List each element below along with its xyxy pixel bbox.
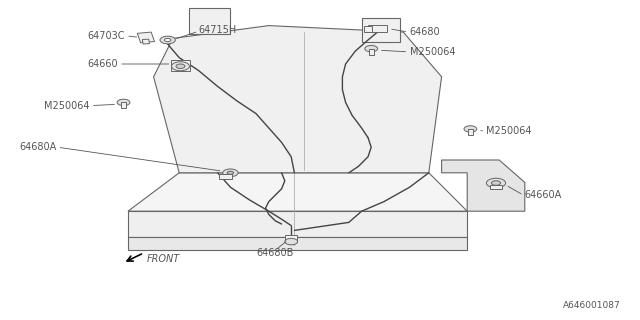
Polygon shape — [154, 26, 442, 173]
Circle shape — [223, 169, 238, 177]
Polygon shape — [369, 49, 374, 55]
Text: M250064: M250064 — [44, 100, 90, 111]
Polygon shape — [364, 26, 372, 32]
Circle shape — [227, 171, 234, 174]
Circle shape — [492, 181, 500, 185]
Polygon shape — [128, 173, 467, 211]
Polygon shape — [368, 25, 387, 32]
Polygon shape — [138, 32, 154, 43]
Text: 64660A: 64660A — [525, 190, 562, 200]
Polygon shape — [442, 160, 525, 211]
Polygon shape — [171, 60, 190, 71]
Circle shape — [464, 126, 477, 132]
Text: 64715H: 64715H — [198, 25, 237, 36]
Text: A646001087: A646001087 — [563, 301, 621, 310]
Text: 64680: 64680 — [410, 27, 440, 37]
Circle shape — [486, 178, 506, 188]
Polygon shape — [285, 235, 297, 242]
Text: FRONT: FRONT — [147, 253, 180, 264]
Circle shape — [164, 38, 171, 42]
Circle shape — [176, 64, 185, 68]
Circle shape — [365, 45, 378, 52]
Text: M250064: M250064 — [486, 126, 532, 136]
Polygon shape — [128, 211, 467, 237]
Circle shape — [285, 238, 298, 245]
Polygon shape — [468, 129, 473, 135]
Text: 64703C: 64703C — [87, 31, 125, 41]
Polygon shape — [362, 18, 400, 42]
Polygon shape — [490, 185, 502, 189]
Polygon shape — [219, 174, 232, 179]
Polygon shape — [189, 8, 230, 34]
Text: 64660: 64660 — [88, 59, 118, 69]
Text: 64680B: 64680B — [257, 248, 294, 258]
Polygon shape — [128, 237, 467, 250]
Circle shape — [160, 36, 175, 44]
Circle shape — [117, 99, 130, 106]
Polygon shape — [142, 39, 150, 44]
Text: 64680A: 64680A — [19, 142, 56, 152]
Circle shape — [172, 62, 189, 71]
Polygon shape — [121, 102, 126, 108]
Text: M250064: M250064 — [410, 47, 455, 57]
